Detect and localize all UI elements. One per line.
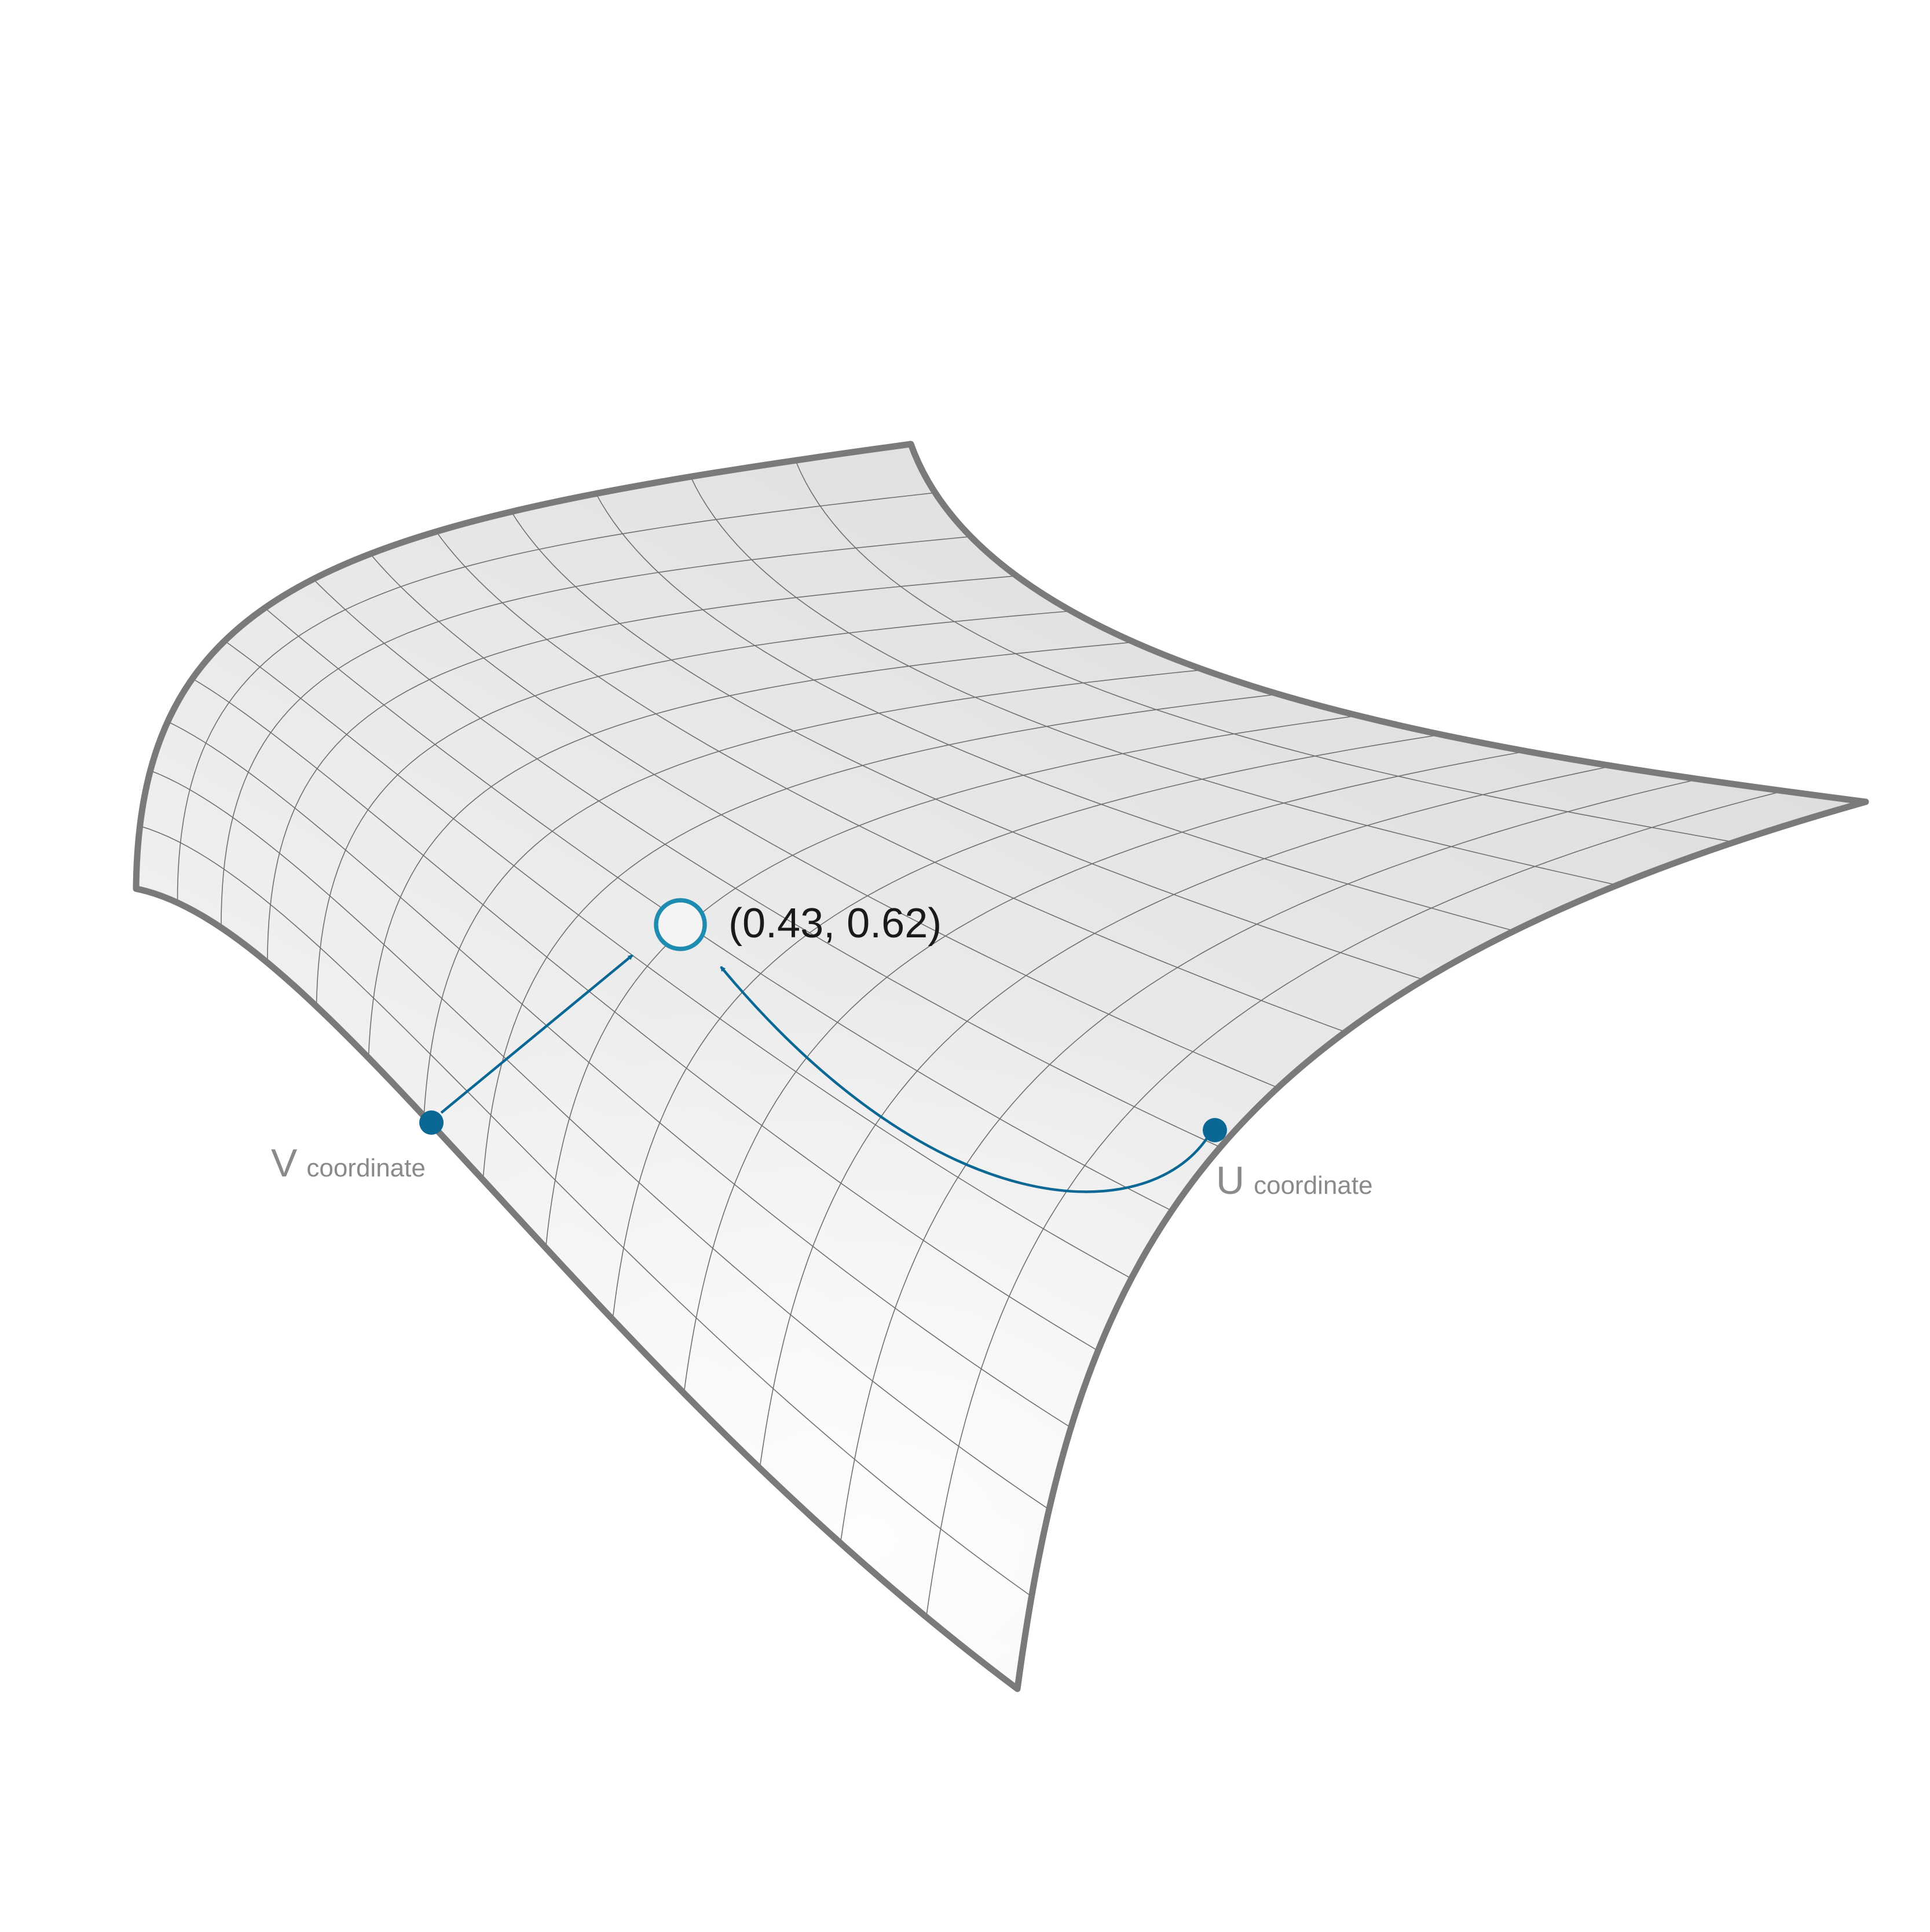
u-coordinate-label: U coordinate [1216,1159,1373,1203]
v-axis-letter: V [271,1141,298,1185]
u-coordinate-arrow [720,966,1208,1193]
grid-line-v [369,553,1279,1088]
grid-line-u [612,734,1441,1320]
grid-line-v [435,531,1346,1033]
grid-line-u [759,765,1613,1468]
grid-line-u [683,750,1526,1394]
v-coordinate-annotation: V coordinate [271,954,633,1185]
surface-boundary [133,441,1869,1692]
u-axis-word: coordinate [1254,1171,1372,1200]
surface-grid [140,460,1783,1618]
grid-line-u [545,715,1358,1248]
grid-line-v [313,578,1221,1148]
point-marker [654,898,707,951]
v-coordinate-label: V coordinate [271,1141,426,1185]
grid-line-u [840,778,1699,1544]
grid-line-v [511,511,1424,981]
v-coordinate-arrow [440,954,633,1114]
u-axis-letter: U [1216,1159,1244,1203]
u-coordinate-dot [1203,1118,1227,1142]
u-coordinate-annotation: U coordinate [720,966,1373,1203]
grid-line-v [690,476,1618,886]
v-coordinate-dot [419,1110,444,1135]
grid-line-v [795,460,1734,843]
surface [133,441,1869,1692]
v-axis-word: coordinate [306,1154,425,1182]
grid-line-u [925,790,1783,1618]
evaluated-point: (0.43, 0.62) [654,898,942,951]
surface-highlight [136,444,1866,1689]
point-coordinates-label: (0.43, 0.62) [728,900,942,947]
grid-line-v [595,493,1515,932]
